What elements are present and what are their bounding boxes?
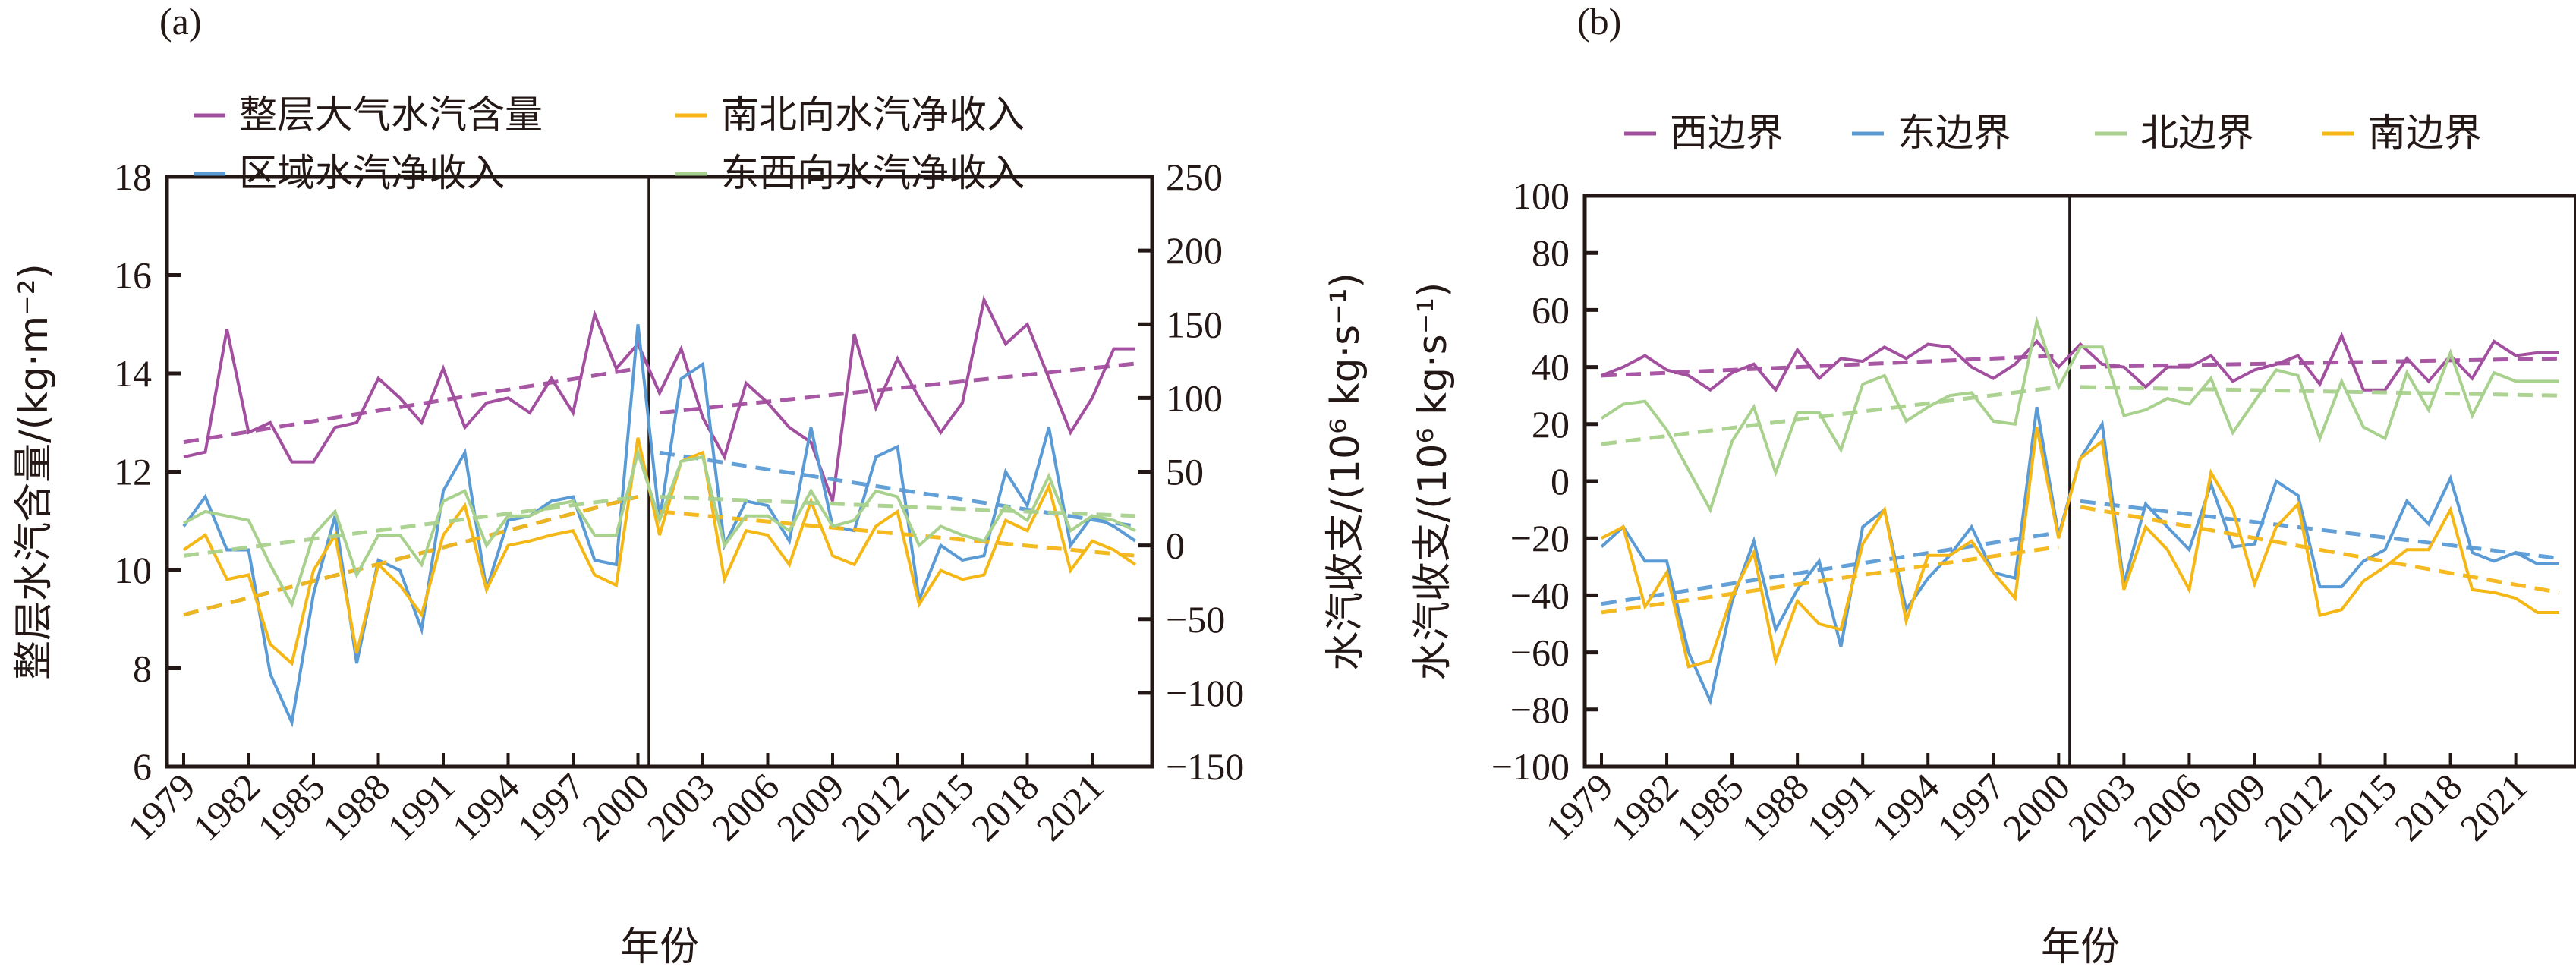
legend-label: 东边界 [1897,111,2011,155]
x-tick-label: 2009 [2190,765,2274,849]
y-tick-label-left: 20 [1532,403,1570,446]
trend-line-3 [183,495,639,617]
series-line-4 [1601,427,2559,669]
y-tick-label-right: −100 [1166,672,1244,714]
trend-line-3 [2080,385,2560,398]
legend-label: 西边界 [1670,111,1784,155]
legend-label: 南北向水汽净收入 [721,93,1025,137]
x-tick-label: 1988 [1734,765,1817,849]
legend-label: 整层大气水汽含量 [239,93,543,137]
legend-label: 区域水汽净收入 [239,151,505,195]
x-axis-label: 年份 [620,924,699,970]
trend-line-2 [1601,531,2059,606]
y-tick-label-right: 50 [1166,451,1204,493]
trend-line-2 [2080,499,2560,561]
trend-line-4 [183,495,638,558]
x-tick-label: 1985 [1668,765,1752,849]
series-line-3 [182,437,1137,666]
y-tick-label-right: 0 [1166,524,1185,567]
y-tick-label-right: 150 [1166,303,1223,345]
trend-line-4 [1601,545,2059,615]
panel-a: 6 8 10 12 14 16 18 −150 −100 −50 0 50 100 150 200 250 19… [11,0,1368,970]
y-tick-label-left: 18 [114,156,152,198]
x-tick-label: 2021 [2452,765,2535,849]
x-tick-label: 1988 [314,765,398,849]
x-tick-label: 1991 [1799,765,1882,849]
y-tick-label-left: 0 [1551,460,1570,502]
y-tick-label-left: −20 [1510,517,1570,559]
series-line-1 [183,294,1135,502]
y-tick-label-left: 80 [1532,231,1570,274]
x-tick-label: 1994 [1864,765,1948,849]
x-tick-label: 2000 [1995,765,2078,849]
series-line-3 [1600,315,2559,514]
y-tick-label-right: 250 [1166,156,1223,198]
series-line-1 [1601,332,2559,393]
x-tick-label: 1985 [249,765,332,849]
y-tick-label-left: 6 [133,745,152,788]
x-axis-label: 年份 [2041,924,2120,970]
y-tick-label-left: 14 [114,352,152,395]
y-tick-label-left: 60 [1532,288,1570,331]
x-tick-label: 1991 [379,765,462,849]
panel-b: −100−80−60−40−20020406080100197919821985… [1410,0,2576,970]
x-tick-label: 1982 [184,765,268,849]
y-tick-label-left: −60 [1510,631,1570,674]
y-tick-label-left: −40 [1510,574,1570,616]
y-tick-label-left: 12 [114,451,152,493]
x-tick-label: 1982 [1603,765,1686,849]
panel-label: (a) [159,0,202,43]
series-line-4 [183,447,1136,609]
x-tick-label: 1997 [1929,765,2013,849]
panel-label: (b) [1577,0,1621,43]
y-tick-label-right: 200 [1166,229,1223,272]
legend-label: 东西向水汽净收入 [721,151,1025,195]
x-tick-label: 2018 [2386,765,2470,849]
trend-line-1 [2080,356,2560,370]
trend-line-4 [2080,505,2560,595]
x-tick-label: 2006 [704,765,787,849]
x-tick-label: 1997 [509,765,592,849]
x-tick-label: 2021 [1028,765,1111,849]
trend-line-1 [1601,354,2059,378]
y-tick-label-left: 40 [1532,346,1570,389]
trend-line-1 [183,367,638,445]
x-tick-label: 2018 [963,765,1047,849]
y-tick-label-left: 8 [133,647,152,690]
y-tick-label-left: 100 [1513,175,1570,217]
y-tick-label-left: 16 [114,254,152,297]
y-axis-label-right: 水汽收支/(10⁶ kg·s⁻¹) [1323,272,1368,671]
y-axis-label-left: 整层水汽含量/(kg·m⁻²) [11,263,57,680]
trend-line-3 [659,509,1136,558]
y-tick-label-left: −80 [1510,688,1570,731]
x-tick-label: 2012 [833,765,917,849]
x-tick-label: 2015 [898,765,981,849]
x-tick-label: 2009 [768,765,852,849]
x-tick-label: 2000 [574,765,657,849]
y-axis-label: 水汽收支/(10⁶ kg·s⁻¹) [1410,282,1456,681]
y-tick-label-left: 10 [114,549,152,591]
x-tick-label: 2012 [2256,765,2339,849]
trend-line-3 [1601,385,2059,446]
trend-line-4 [659,495,1136,518]
y-tick-label-left: −100 [1491,745,1570,788]
series-line-2 [1600,406,2559,706]
x-tick-label: 2006 [2125,765,2209,849]
legend-label: 南边界 [2368,111,2482,155]
y-tick-label-right: −50 [1166,598,1225,641]
legend-label: 北边界 [2140,111,2254,155]
y-tick-label-right: 100 [1166,376,1223,419]
x-tick-label: 2003 [2060,765,2143,849]
x-tick-label: 2015 [2321,765,2404,849]
plot-frame [1582,194,2576,769]
trend-line-1 [659,361,1136,415]
x-tick-label: 2003 [638,765,722,849]
y-tick-label-right: −150 [1166,745,1244,788]
x-tick-label: 1994 [444,765,527,849]
